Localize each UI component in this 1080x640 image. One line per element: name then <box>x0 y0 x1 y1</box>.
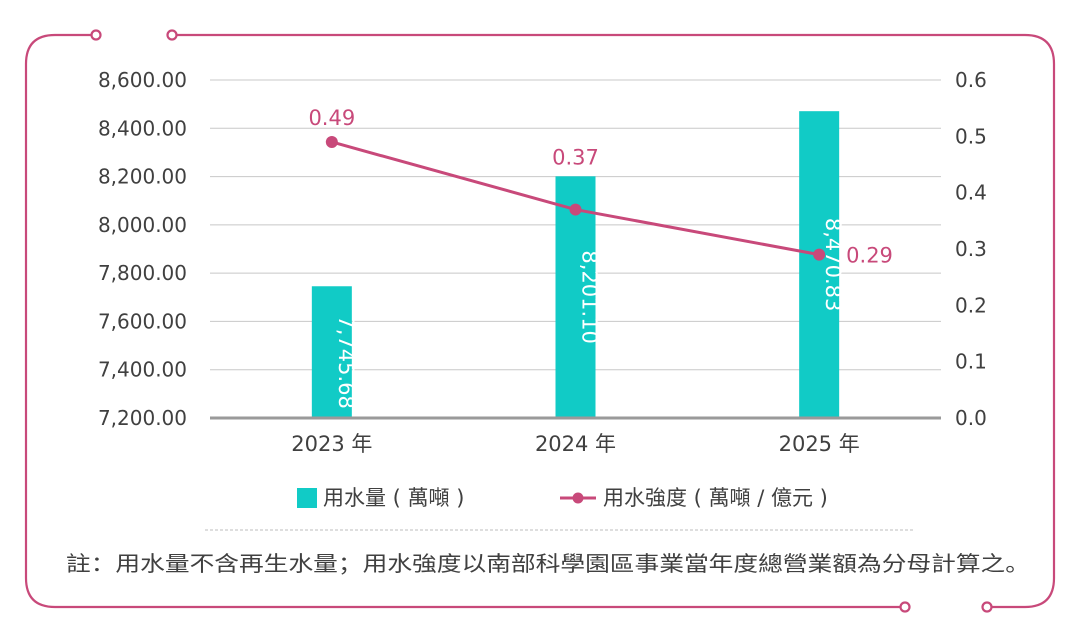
legend-line-label: 用水強度 ( 萬噸 / 億元 ) <box>603 486 828 510</box>
right-tick-label: 0.5 <box>955 124 987 148</box>
bar <box>555 176 596 418</box>
left-axis-tick-labels: 7,200.00 7,400.00 7,600.00 7,800.00 8,000.00… <box>98 68 187 430</box>
x-axis-tick-labels: 2023 年 2024 年 2025 年 <box>291 432 859 456</box>
legend-bar-swatch <box>297 488 317 508</box>
left-tick-label: 7,400.00 <box>98 358 187 382</box>
bar <box>311 286 352 418</box>
line-data-label: 0.49 <box>308 106 355 130</box>
left-tick-label: 7,600.00 <box>98 309 187 333</box>
bar <box>799 111 840 418</box>
bar-data-label: 7,745.68 <box>334 315 358 409</box>
x-tick-label: 2025 年 <box>779 432 860 456</box>
right-axis-tick-labels: 0.0 0.1 0.2 0.3 0.4 0.5 0.6 <box>955 68 987 430</box>
footnote: 註：用水量不含再生水量；用水強度以南部科學園區事業當年度總營業額為分母計算之。 <box>66 552 1030 576</box>
right-tick-label: 0.3 <box>955 237 987 261</box>
line-marker <box>325 135 338 148</box>
legend-bar-label: 用水量 ( 萬噸 ) <box>323 486 464 510</box>
frame-border-left <box>24 33 905 609</box>
frame-ornament-dot <box>166 29 178 41</box>
line-data-label: 0.29 <box>846 244 893 268</box>
right-tick-label: 0.1 <box>955 350 987 374</box>
frame-border-right <box>172 33 1056 609</box>
frame-ornament-dot <box>90 29 102 41</box>
x-tick-label: 2023 年 <box>291 432 372 456</box>
frame-ornament-dot <box>899 601 911 613</box>
line-series: 0.49 0.37 0.29 <box>308 106 892 268</box>
left-tick-label: 8,600.00 <box>98 68 187 92</box>
bar-data-label: 8,470.83 <box>821 218 845 312</box>
x-tick-label: 2024 年 <box>535 432 616 456</box>
decorative-frame <box>24 29 1056 613</box>
right-tick-label: 0.0 <box>955 406 987 430</box>
right-tick-label: 0.4 <box>955 181 987 205</box>
line-marker <box>569 203 582 216</box>
left-tick-label: 8,200.00 <box>98 165 187 189</box>
line-data-label: 0.37 <box>552 146 599 170</box>
left-tick-label: 8,000.00 <box>98 213 187 237</box>
bar-data-label: 8,201.10 <box>578 250 602 344</box>
left-tick-label: 8,400.00 <box>98 116 187 140</box>
legend: 用水量 ( 萬噸 ) 用水強度 ( 萬噸 / 億元 ) <box>297 486 828 510</box>
right-tick-label: 0.6 <box>955 68 987 92</box>
frame-ornament-dot <box>981 601 993 613</box>
line-marker <box>813 248 826 261</box>
left-tick-label: 7,200.00 <box>98 406 187 430</box>
left-tick-label: 7,800.00 <box>98 261 187 285</box>
legend-line-marker <box>572 492 584 504</box>
bar-series: 7,745.68 8,201.10 8,470.83 <box>311 111 845 418</box>
right-tick-label: 0.2 <box>955 293 987 317</box>
